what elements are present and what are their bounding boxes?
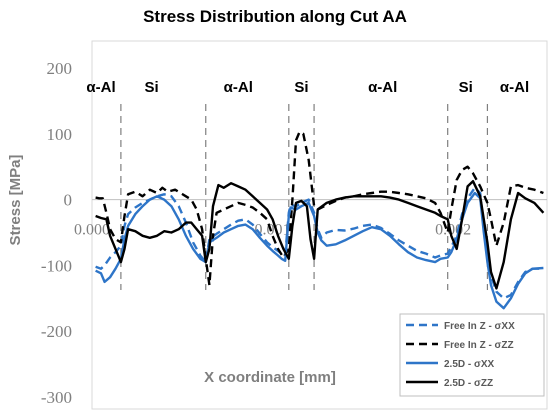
y-tick-label: 100 [47, 125, 73, 144]
phase-label: α-Al [368, 79, 397, 96]
y-tick-label: 0 [64, 191, 73, 210]
x-axis-label: X coordinate [mm] [204, 369, 336, 386]
y-tick-label: -100 [41, 256, 72, 275]
legend-entry: Free In Z - σZZ [444, 340, 514, 351]
phase-label: α-Al [500, 79, 529, 96]
y-tick-label: 200 [47, 59, 73, 78]
series-line [95, 191, 544, 310]
x-tick-label: 0.002 [435, 222, 471, 239]
y-axis-label: Stress [MPa] [7, 155, 24, 246]
x-tick-label: 0.001 [255, 222, 291, 239]
series-line [95, 186, 544, 300]
phase-label: Si [144, 79, 158, 96]
y-tick-label: -200 [41, 322, 72, 341]
data-series [95, 130, 545, 310]
phase-labels: α-Al Si α-Al Si α-Al Si α-Al [86, 79, 529, 96]
y-tick-labels: 200 100 0 -100 -200 -300 [41, 59, 72, 407]
legend: Free In Z - σXX Free In Z - σZZ 2.5D - σXX… [399, 313, 545, 397]
x-tick-label: 0.000 [74, 222, 110, 239]
y-tick-label: -300 [41, 388, 72, 407]
series-line [95, 130, 544, 287]
phase-boundaries [120, 104, 489, 290]
chart-title: Stress Distribution along Cut AA [143, 7, 407, 26]
series-line [95, 179, 545, 290]
phase-label: α-Al [224, 79, 253, 96]
legend-entry: 2.5D - σXX [444, 359, 495, 370]
phase-label: α-Al [86, 79, 115, 96]
legend-entry: Free In Z - σXX [444, 321, 515, 332]
phase-label: Si [294, 79, 308, 96]
plot-border [91, 40, 548, 410]
phase-label: Si [459, 79, 473, 96]
legend-entry: 2.5D - σZZ [444, 378, 493, 389]
